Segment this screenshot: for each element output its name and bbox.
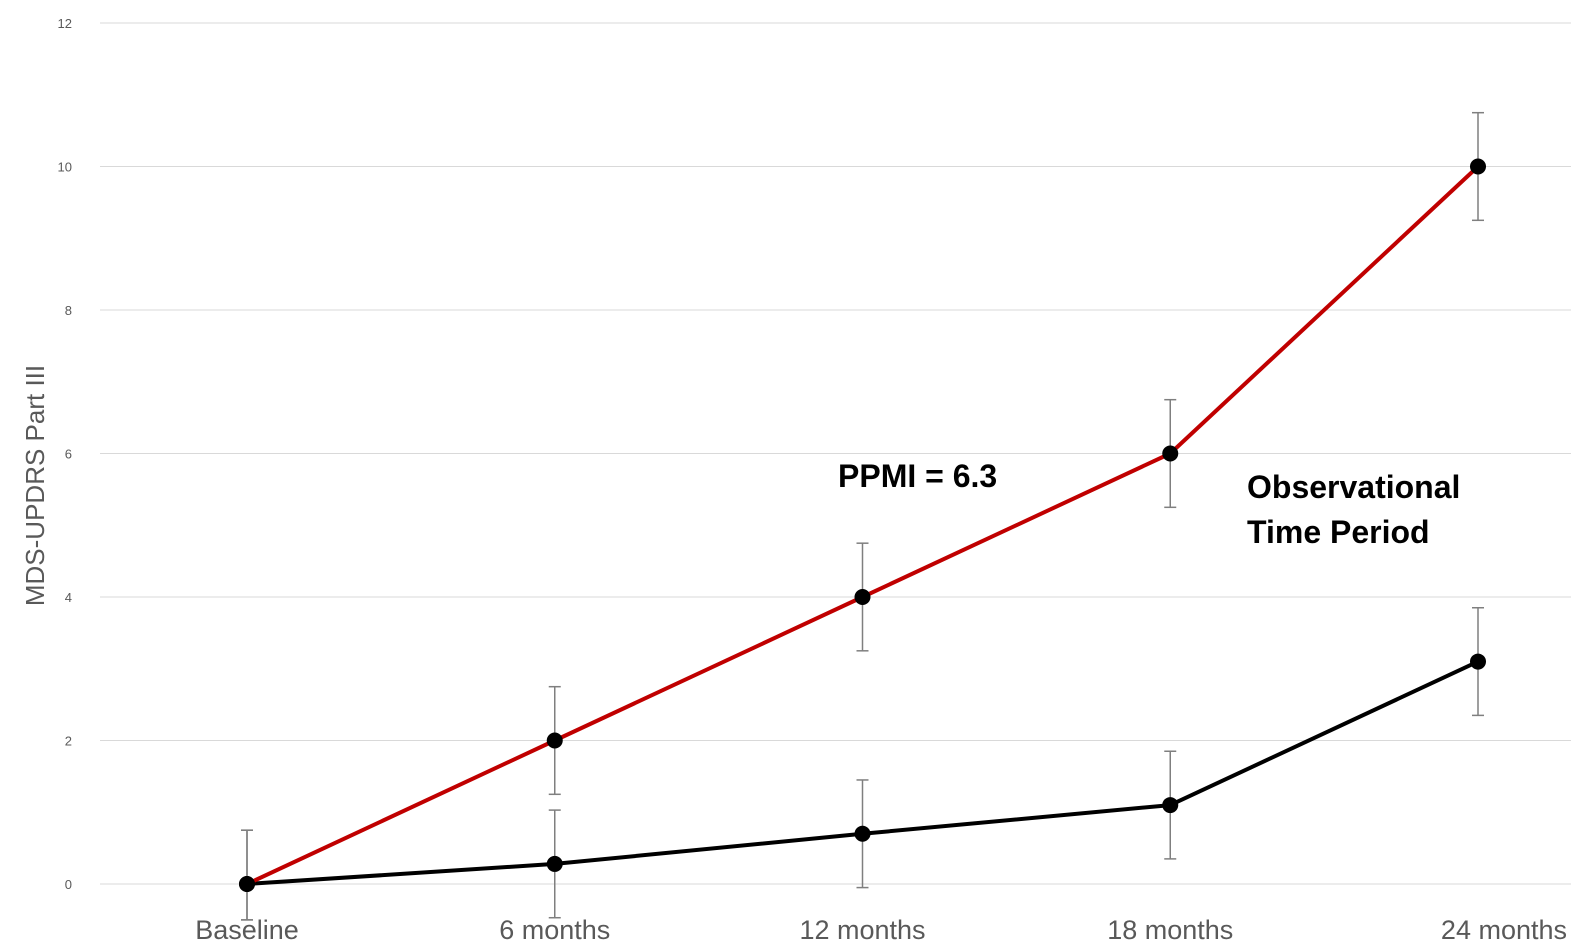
data-point: [1470, 158, 1486, 175]
series-0-markers: [239, 158, 1486, 892]
annotation-line-2: Time Period: [1247, 514, 1430, 550]
y-tick-label: 6: [65, 447, 72, 462]
x-tick-label: 18 months: [1107, 915, 1233, 945]
data-point: [1470, 653, 1486, 670]
annotation-observational-period: Observational Time Period: [1247, 469, 1469, 550]
y-axis-title: MDS-UPDRS Part III: [20, 365, 50, 606]
data-point: [854, 825, 871, 842]
y-tick-label: 8: [65, 303, 72, 318]
y-tick-label: 2: [65, 734, 72, 749]
y-tick-label: 4: [65, 590, 72, 605]
data-point: [546, 855, 563, 872]
data-point: [1162, 445, 1179, 462]
data-point: [239, 876, 255, 892]
x-tick-label: 24 months: [1441, 915, 1567, 945]
y-tick-label: 0: [65, 877, 72, 892]
x-tick-labels: Baseline 6 months 12 months 18 months 24 mon…: [195, 915, 1567, 945]
series-layer: [239, 111, 1486, 921]
annotation-ppmi: PPMI = 6.3: [838, 458, 997, 494]
y-tick-label: 12: [58, 16, 72, 31]
gridlines: [100, 22, 1571, 885]
annotation-line-1: Observational: [1247, 469, 1460, 505]
data-point: [854, 589, 871, 605]
y-tick-label: 10: [58, 160, 72, 175]
series-1-markers: [239, 653, 1486, 892]
data-point: [1162, 797, 1179, 814]
series-1: [241, 607, 1484, 921]
x-tick-label: 6 months: [499, 915, 610, 945]
x-tick-label: 12 months: [799, 915, 925, 945]
data-point: [546, 732, 563, 749]
annotation-ppmi-line: PPMI = 6.3: [838, 458, 997, 494]
y-tick-labels: 0 2 4 6 8 10 12: [58, 16, 72, 892]
